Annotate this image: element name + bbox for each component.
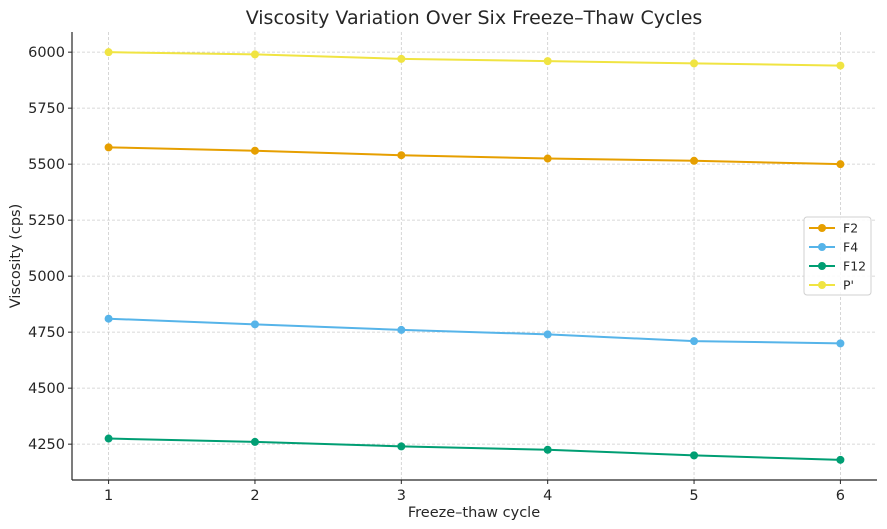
axes: 4250 4500 4750 5000 5250 5500 5750 6000 1 2 3 4 5 6 [28, 32, 877, 504]
y-tick-label: 5250 [28, 213, 65, 229]
data-point [690, 156, 699, 165]
data-point [397, 325, 406, 334]
legend: F2 F4 F12 P' [803, 216, 872, 296]
data-point [397, 151, 406, 160]
x-tick-label: 3 [397, 488, 406, 504]
y-tick-label: 6000 [28, 45, 65, 61]
data-point [250, 437, 259, 446]
legend-label: F4 [843, 240, 858, 255]
data-point [690, 337, 699, 346]
data-point [543, 57, 552, 66]
data-point [543, 154, 552, 163]
data-point [690, 59, 699, 68]
legend-item: F2 [809, 221, 858, 236]
grid [72, 32, 877, 480]
x-tick-label: 2 [250, 488, 259, 504]
x-tick-label: 4 [543, 488, 552, 504]
series-line [108, 51, 841, 67]
legend-frame [803, 216, 872, 296]
data-point [397, 442, 406, 451]
data-point [543, 445, 552, 454]
chart-title: Viscosity Variation Over Six Freeze–Thaw… [246, 7, 703, 29]
data-point [836, 339, 845, 348]
legend-swatch-marker [818, 243, 826, 251]
legend-item: F12 [809, 259, 866, 274]
legend-swatch-marker [818, 262, 826, 270]
series-line [108, 437, 841, 461]
data-point [690, 451, 699, 460]
x-tick-label: 6 [836, 488, 845, 504]
series-f12 [104, 434, 845, 464]
series-layer [104, 48, 845, 464]
legend-label: F12 [843, 259, 866, 274]
data-point [250, 146, 259, 155]
data-point [104, 48, 113, 57]
x-tick-label: 5 [689, 488, 698, 504]
data-point [104, 314, 113, 323]
legend-label: P' [843, 278, 854, 293]
series-f4 [104, 314, 845, 348]
y-axis-label: Viscosity (cps) [8, 204, 24, 309]
data-point [250, 50, 259, 59]
y-tick-label: 5750 [28, 101, 65, 117]
series-line [108, 317, 841, 345]
y-tick-label: 5000 [28, 269, 65, 285]
data-point [836, 455, 845, 464]
legend-item: P' [809, 278, 854, 293]
y-tick-label: 4750 [28, 325, 65, 341]
data-point [836, 160, 845, 169]
data-point [836, 61, 845, 70]
series-f2 [104, 143, 845, 169]
data-point [104, 143, 113, 152]
legend-label: F2 [843, 221, 858, 236]
x-tick-label: 1 [104, 488, 113, 504]
x-axis-label: Freeze–thaw cycle [408, 505, 540, 521]
legend-swatch-marker [818, 281, 826, 289]
data-point [104, 434, 113, 443]
series-line [108, 146, 841, 166]
data-point [543, 330, 552, 339]
y-tick-label: 5500 [28, 157, 65, 173]
y-tick-label: 4500 [28, 381, 65, 397]
y-tick-label: 4250 [28, 437, 65, 453]
data-point [397, 54, 406, 63]
legend-swatch-marker [818, 224, 826, 232]
series-p [104, 48, 845, 70]
legend-item: F4 [809, 240, 858, 255]
data-point [250, 320, 259, 329]
